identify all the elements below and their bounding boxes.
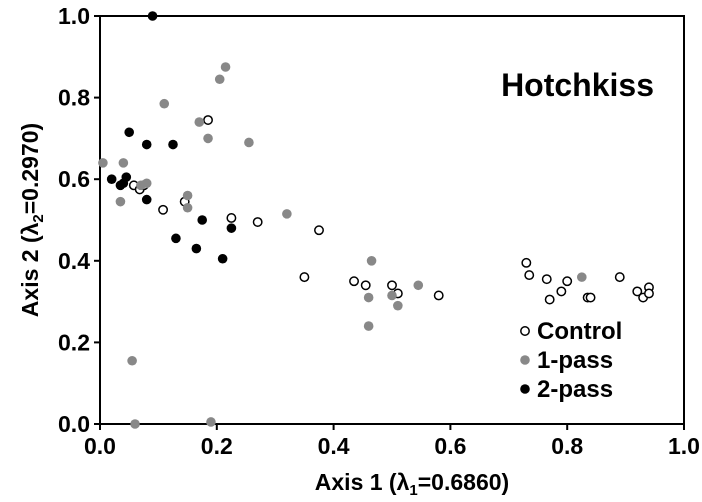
y-axis-title-suffix: =0.2970) <box>17 123 43 214</box>
data-point-control <box>544 294 555 305</box>
data-point-2-pass <box>147 11 158 21</box>
x-tick-label: 0.2 <box>201 433 233 459</box>
data-point-2-pass <box>226 223 237 233</box>
data-point-1-pass <box>206 417 216 427</box>
data-point-1-pass <box>282 209 292 219</box>
data-point-control <box>252 217 263 227</box>
data-point-1-pass <box>115 196 126 207</box>
data-point-control <box>314 225 324 236</box>
chart-title: Hotchkiss <box>501 67 654 103</box>
x-axis-ticks: 0.0 0.2 0.4 0.6 0.8 1.0 <box>84 424 700 459</box>
data-point-control <box>203 115 213 125</box>
data-point-2-pass <box>197 215 207 225</box>
y-tick-label: 0.0 <box>58 411 90 437</box>
x-tick-label: 0.0 <box>84 433 116 459</box>
x-tick-label: 0.8 <box>551 433 583 459</box>
data-point-control <box>349 276 359 287</box>
y-tick-label: 0.2 <box>58 329 90 355</box>
x-axis-title-lambda: λ <box>397 469 410 495</box>
data-point-2-pass <box>171 233 181 244</box>
data-point-control <box>632 286 643 297</box>
data-point-1-pass <box>413 280 424 291</box>
data-point-control <box>556 286 567 297</box>
data-point-1-pass <box>363 321 374 331</box>
y-tick-label: 0.8 <box>58 85 90 111</box>
x-axis-title: Axis 1 (λ1=0.6860) <box>315 469 509 499</box>
data-point-1-pass <box>393 300 403 311</box>
y-axis-ticks: 0.0 0.2 0.4 0.6 0.8 1.0 <box>58 3 100 437</box>
x-tick-label: 0.4 <box>318 433 350 459</box>
y-axis-title-lambda: λ <box>17 222 43 235</box>
data-point-1-pass <box>118 158 129 168</box>
data-point-control <box>644 288 654 299</box>
data-point-1-pass <box>98 158 108 168</box>
data-point-control <box>521 257 532 268</box>
data-points <box>98 11 654 429</box>
y-tick-label: 0.4 <box>58 248 90 274</box>
x-axis-title-prefix: Axis 1 ( <box>315 469 397 495</box>
x-tick-label: 1.0 <box>668 433 700 459</box>
data-point-control <box>541 274 552 285</box>
legend-label-2-pass: 2-pass <box>537 376 613 403</box>
data-point-1-pass <box>130 419 140 429</box>
legend-marker-1-pass <box>520 355 530 365</box>
legend-marker-2-pass <box>520 384 530 394</box>
data-point-1-pass <box>220 62 231 72</box>
data-point-1-pass <box>159 98 170 109</box>
y-tick-label: 0.6 <box>58 166 90 192</box>
y-axis-title-prefix: Axis 2 ( <box>17 235 43 317</box>
data-point-1-pass <box>141 178 152 189</box>
data-point-control <box>614 272 625 283</box>
data-point-1-pass <box>577 272 587 282</box>
data-point-1-pass <box>387 290 397 301</box>
data-point-1-pass <box>203 133 213 144</box>
y-axis-title-subscript: 2 <box>30 214 47 222</box>
plot-area <box>99 15 685 425</box>
data-point-control <box>562 276 573 287</box>
data-point-1-pass <box>366 255 377 266</box>
x-axis-title-subscript: 1 <box>409 482 417 499</box>
data-point-control <box>360 280 371 291</box>
data-point-2-pass <box>141 139 152 150</box>
legend-label-control: Control <box>537 318 622 345</box>
data-point-control <box>158 204 169 215</box>
data-point-control <box>226 213 237 223</box>
data-point-control <box>299 272 310 283</box>
data-point-1-pass <box>182 190 193 201</box>
x-tick-label: 0.6 <box>434 433 466 459</box>
data-point-1-pass <box>194 117 205 127</box>
data-point-1-pass <box>182 202 193 213</box>
data-point-2-pass <box>121 172 132 182</box>
data-point-control <box>387 280 397 291</box>
data-point-control <box>585 292 596 303</box>
data-point-1-pass <box>214 74 225 85</box>
y-axis-title: Axis 2 (λ2=0.2970) <box>17 123 47 317</box>
data-point-2-pass <box>168 139 178 150</box>
legend-label-1-pass: 1-pass <box>537 347 613 374</box>
legend-marker-control <box>520 326 530 336</box>
data-point-1-pass <box>127 355 137 366</box>
data-point-control <box>433 290 444 301</box>
data-point-2-pass <box>141 194 152 205</box>
data-point-control <box>524 270 535 281</box>
data-point-1-pass <box>363 292 374 303</box>
y-tick-label: 1.0 <box>58 3 90 29</box>
data-point-2-pass <box>191 243 202 254</box>
data-point-1-pass <box>244 137 254 148</box>
data-point-2-pass <box>217 253 228 264</box>
data-point-2-pass <box>106 174 117 184</box>
x-axis-title-suffix: =0.6860) <box>418 469 509 495</box>
data-point-2-pass <box>124 127 134 138</box>
